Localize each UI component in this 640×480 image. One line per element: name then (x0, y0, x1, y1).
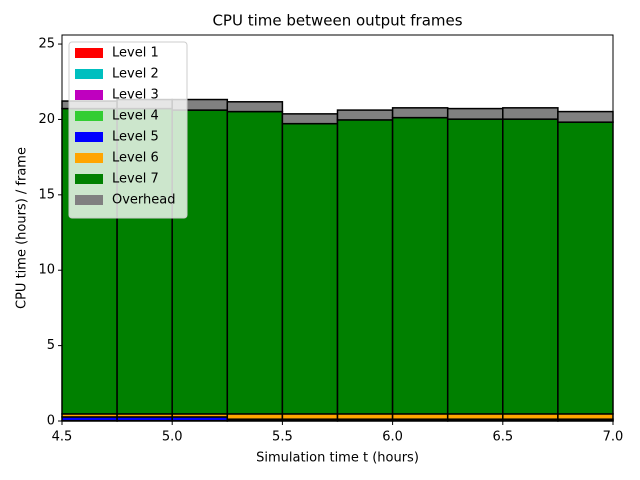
legend-swatch (75, 195, 103, 205)
y-tick-label: 10 (38, 263, 55, 278)
y-tick-label: 5 (47, 338, 55, 353)
bar-segment (336, 109, 394, 121)
legend-swatch (75, 69, 103, 79)
x-tick-label: 5.5 (272, 430, 293, 445)
legend-swatch (75, 153, 103, 163)
x-tick-label: 6.0 (382, 430, 403, 445)
bar-segment (446, 118, 504, 415)
bar-segment (336, 413, 394, 420)
bar-segment (226, 110, 284, 415)
legend-label: Level 7 (112, 172, 159, 187)
y-tick-label: 15 (38, 187, 55, 202)
x-tick-label: 4.5 (52, 430, 73, 445)
bar-segment (446, 107, 504, 120)
bar-segment (557, 413, 614, 420)
bar-segment (281, 122, 339, 415)
axes-frame (61, 34, 614, 422)
bar-segment (281, 113, 339, 125)
chart-title: CPU time between output frames (212, 12, 462, 30)
y-tick-label: 25 (38, 37, 55, 52)
y-axis-label: CPU time (hours) / frame (15, 147, 30, 309)
legend: Level 1 Level 2 Level 3 Level 4 Level 5 Level… (68, 41, 188, 219)
legend-label: Level 6 (112, 151, 159, 166)
bar-segment (502, 107, 559, 120)
legend-label: Level 4 (112, 109, 159, 124)
y-tick-label: 0 (47, 414, 55, 429)
x-tick-label: 7.0 (603, 430, 624, 445)
bar-segment (557, 121, 614, 415)
legend-swatch (75, 132, 103, 142)
x-tick-label: 6.5 (492, 430, 513, 445)
x-axis-label: Simulation time t (hours) (256, 451, 419, 466)
bar-segment (557, 110, 614, 123)
bar-segment (446, 413, 504, 420)
legend-swatch (75, 174, 103, 184)
bar-segment (391, 107, 449, 119)
x-tick-label: 5.0 (162, 430, 183, 445)
bar-segment (502, 118, 559, 415)
bar-segment (226, 413, 284, 420)
bar-segment (281, 413, 339, 420)
bar-segment (336, 119, 394, 415)
legend-label: Level 5 (112, 130, 159, 145)
bar-segment (226, 101, 284, 113)
legend-swatch (75, 111, 103, 121)
legend-label: Overhead (112, 193, 176, 208)
bar-segment (391, 116, 449, 415)
bar-segment (502, 413, 559, 420)
legend-swatch (75, 48, 103, 58)
y-tick-label: 20 (38, 112, 55, 127)
legend-label: Level 3 (112, 88, 159, 103)
legend-label: Level 1 (112, 46, 159, 61)
legend-label: Level 2 (112, 67, 159, 82)
bar-segment (391, 413, 449, 420)
legend-swatch (75, 90, 103, 100)
